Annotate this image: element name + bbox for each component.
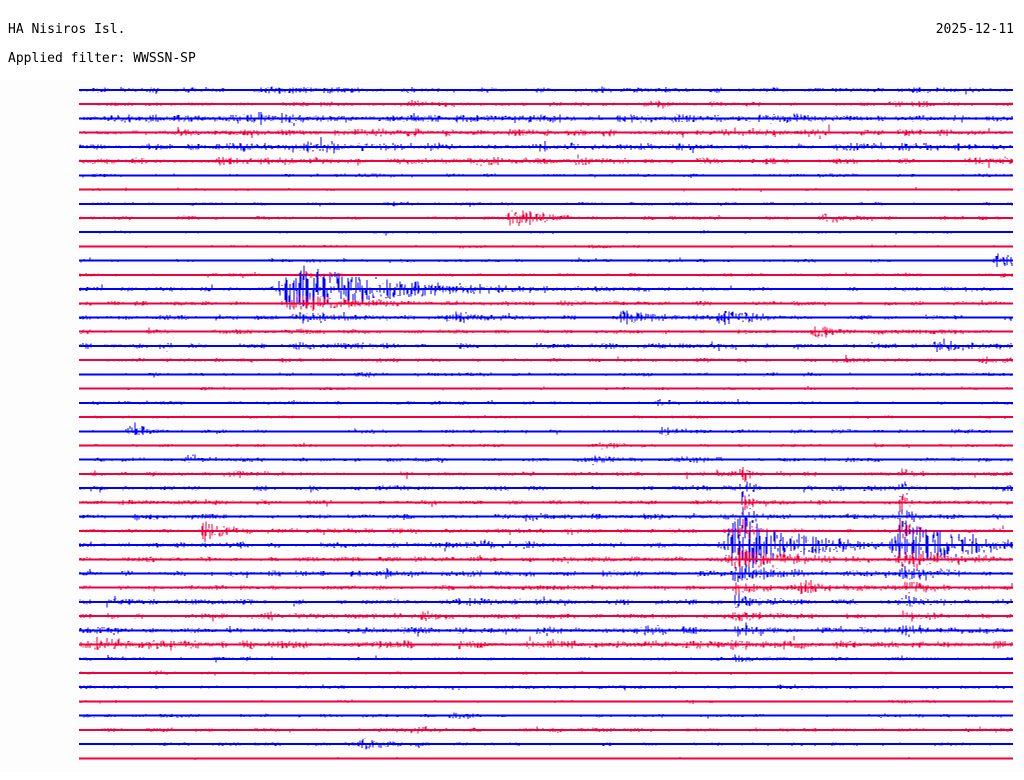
station-title: HA Nisiros Isl. (8, 22, 126, 37)
applied-filter-label: Applied filter: WWSSN-SP (8, 51, 196, 66)
record-date: 2025-12-11 (935, 22, 1014, 37)
seismic-trace (79, 422, 1013, 436)
seismic-trace (79, 518, 1013, 570)
seismogram-traces (79, 86, 1013, 761)
seismogram-plot (0, 80, 1024, 772)
seismic-trace (79, 507, 1013, 530)
seismic-trace (79, 494, 1013, 515)
